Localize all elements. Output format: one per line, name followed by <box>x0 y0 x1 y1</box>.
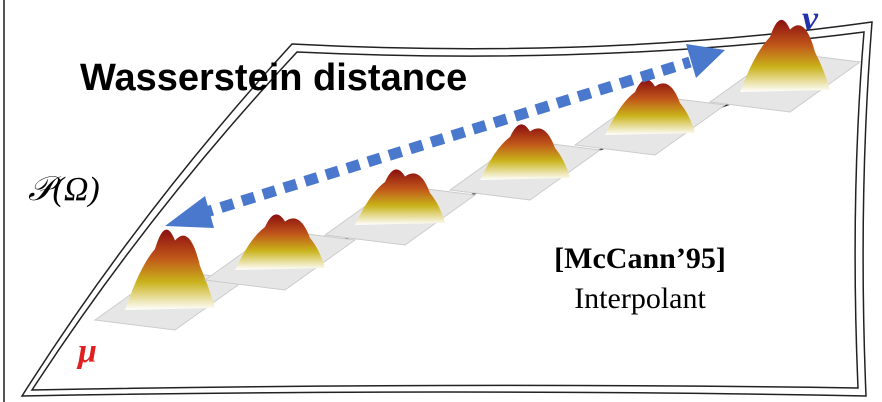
peak <box>235 214 325 270</box>
diagram: Wasserstein distance 𝒫(Ω) ν μ [McCann’95… <box>0 0 882 402</box>
citation: [McCann’95] <box>554 242 726 275</box>
peak <box>480 124 570 180</box>
peak <box>355 169 445 225</box>
space-label: 𝒫(Ω) <box>28 171 100 208</box>
method: Interpolant <box>574 282 706 315</box>
peak <box>605 79 695 135</box>
peak <box>125 230 215 310</box>
nu-label: ν <box>802 0 819 38</box>
title: Wasserstein distance <box>80 57 467 99</box>
mu-label: μ <box>76 333 97 370</box>
